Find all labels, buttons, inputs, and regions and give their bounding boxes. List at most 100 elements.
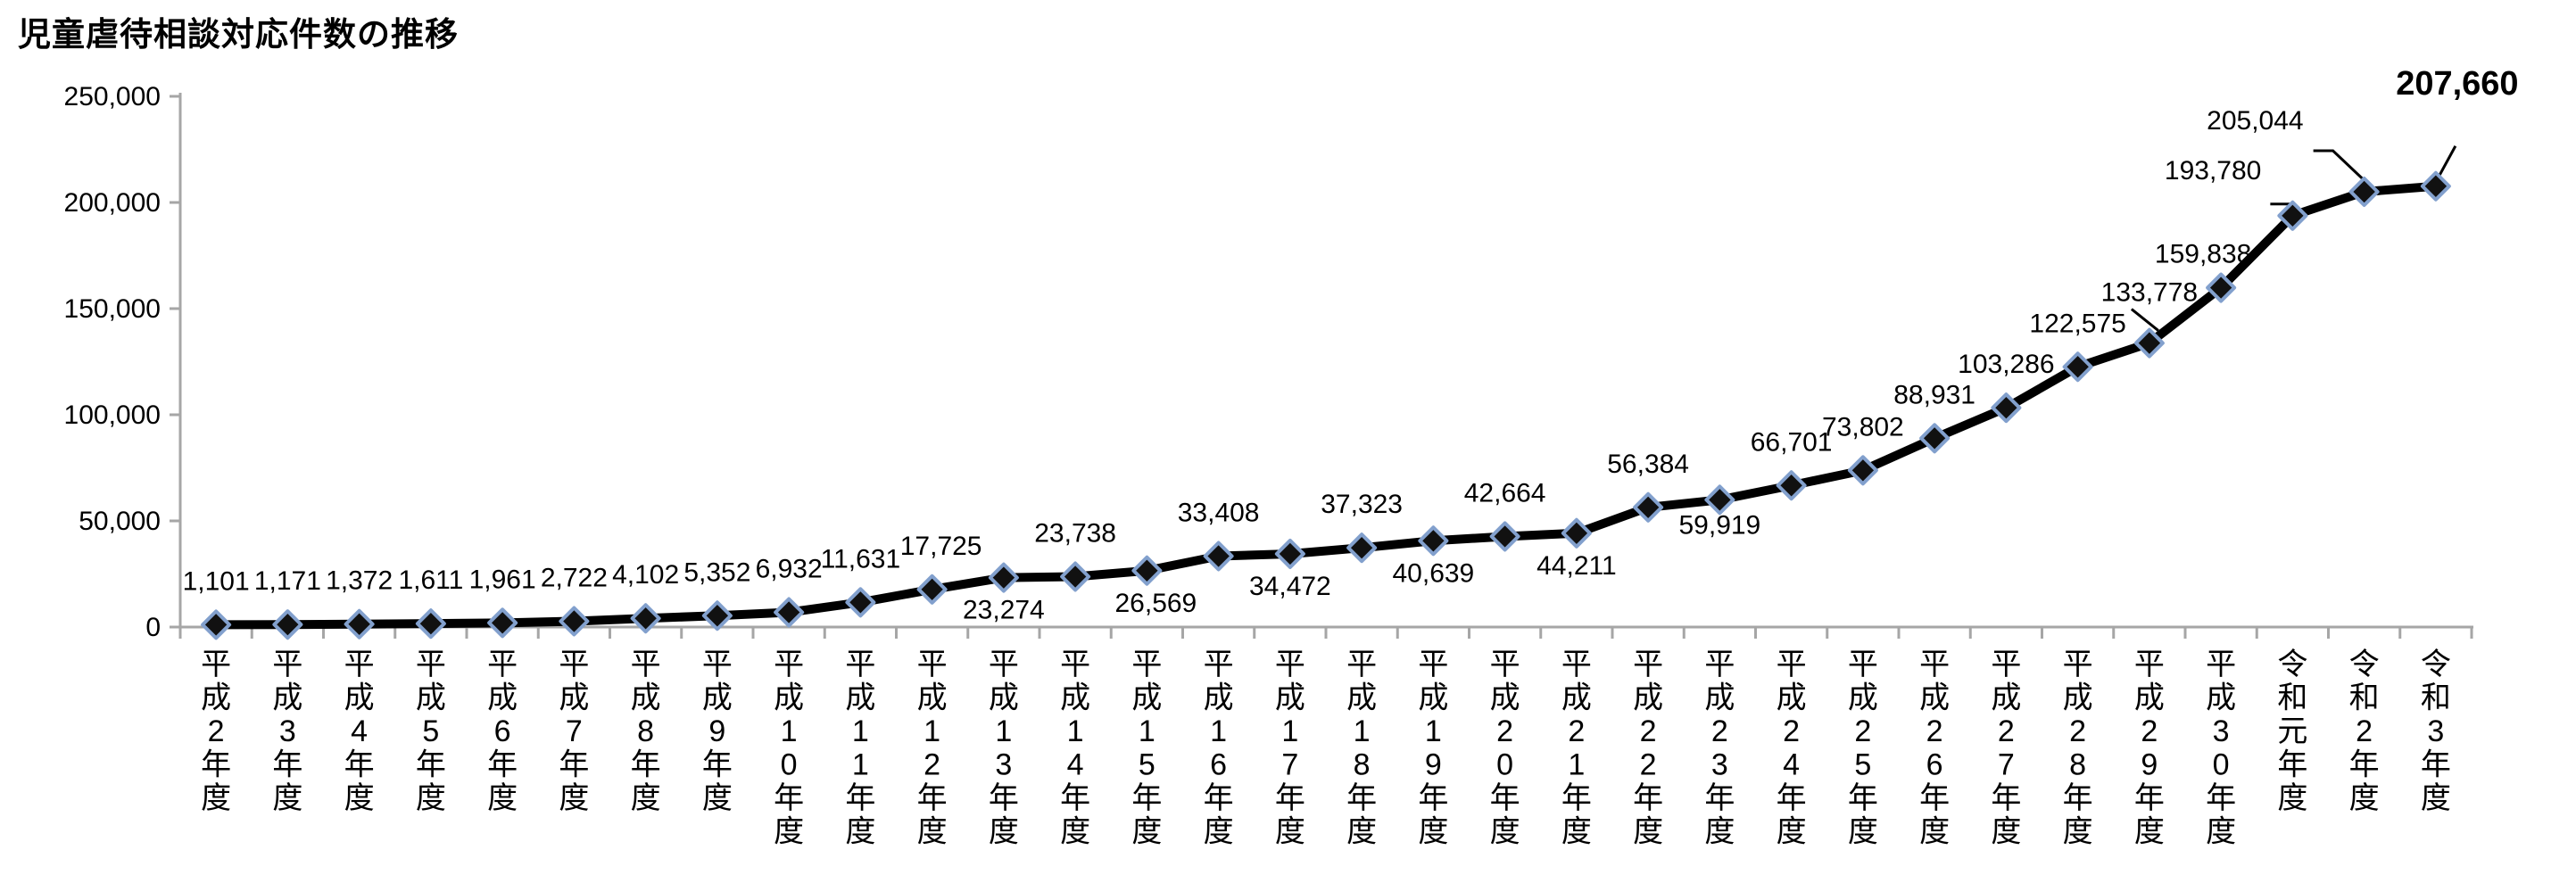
x-axis-category-label: 平成 2 3 年度 — [1704, 648, 1735, 849]
data-point-marker — [630, 603, 661, 634]
data-point-marker — [1561, 517, 1592, 549]
x-axis-category-label: 平成 1 1 年度 — [845, 648, 875, 849]
data-point-marker — [774, 597, 805, 628]
data-point-marker — [1274, 538, 1305, 569]
data-point-marker — [1203, 541, 1234, 572]
data-label: 1,961 — [469, 565, 536, 594]
x-axis-category-label: 平成 1 7 年度 — [1275, 648, 1305, 849]
data-point-marker — [1489, 521, 1520, 552]
data-point-marker — [201, 609, 232, 640]
data-label: 23,738 — [1034, 519, 1116, 549]
x-axis-category-label: 平成 5 年度 — [416, 648, 446, 815]
data-label: 1,171 — [254, 566, 321, 596]
x-axis-category-label: 平成 3 年度 — [272, 648, 302, 815]
data-label: 122,575 — [2029, 309, 2125, 338]
x-axis-category-label: 令和元年度 — [2277, 648, 2307, 815]
x-axis-category-label: 平成 2 4 年度 — [1777, 648, 1807, 849]
data-label-leader-line — [2130, 308, 2159, 332]
y-axis-tick-label: 100,000 — [64, 400, 161, 430]
data-point-marker — [1991, 392, 2022, 424]
data-point-marker — [1776, 470, 1807, 501]
x-axis-category-label: 平成 2 2 年度 — [1633, 648, 1663, 849]
x-axis-category-label: 平成 2 6 年度 — [1919, 648, 1950, 849]
x-axis-category-label: 平成 4 年度 — [344, 648, 375, 815]
data-point-marker — [344, 608, 375, 640]
data-label: 11,631 — [821, 544, 901, 574]
data-point-marker — [1633, 491, 1664, 523]
series-line — [211, 181, 2440, 630]
data-label: 26,569 — [1114, 589, 1197, 618]
data-label: 40,639 — [1392, 558, 1474, 588]
x-axis-category-label: 平成 1 3 年度 — [989, 648, 1019, 849]
data-point-marker — [272, 609, 303, 640]
data-point-marker — [1131, 555, 1163, 586]
data-label: 42,664 — [1464, 478, 1546, 508]
x-axis-category-label: 平成 9 年度 — [702, 648, 733, 815]
data-label: 2,722 — [541, 564, 608, 593]
x-axis-category-label: 平成 2 年度 — [201, 648, 231, 815]
data-label-final-emphasized: 207,660 — [2396, 65, 2518, 103]
data-point-marker — [845, 587, 876, 618]
x-axis-category-label: 平成 1 5 年度 — [1131, 648, 1162, 849]
x-axis-category-label: 平成 1 9 年度 — [1418, 648, 1448, 849]
data-label: 4,102 — [612, 560, 679, 590]
data-label-leader-line — [2438, 145, 2457, 177]
x-axis-category-label: 平成 8 年度 — [631, 648, 661, 815]
data-point-marker — [1704, 484, 1735, 516]
data-point-marker — [1919, 423, 1951, 454]
data-label: 37,323 — [1321, 490, 1403, 519]
data-label: 34,472 — [1249, 572, 1331, 601]
y-axis-tick-label: 50,000 — [79, 507, 161, 536]
data-label: 23,274 — [963, 596, 1045, 625]
data-point-marker — [487, 607, 518, 639]
data-label: 17,725 — [900, 532, 982, 561]
data-point-marker — [2133, 327, 2165, 359]
data-label: 88,931 — [1893, 380, 1975, 409]
x-axis-category-label: 平成 3 0 年度 — [2206, 648, 2236, 849]
data-label: 205,044 — [2207, 106, 2303, 136]
x-axis-category-label: 平成 2 1 年度 — [1561, 648, 1592, 849]
y-axis-tick-label: 0 — [145, 613, 161, 642]
data-point-marker — [2348, 176, 2380, 207]
data-label: 1,372 — [326, 566, 393, 596]
data-point-marker — [2420, 170, 2451, 202]
chart-title: 児童虐待相談対応件数の推移 — [18, 16, 459, 53]
data-point-marker — [2277, 200, 2308, 231]
y-axis-tick-label: 250,000 — [64, 82, 161, 111]
x-axis-category-label: 平成 2 9 年度 — [2134, 648, 2165, 849]
data-point-marker — [2206, 272, 2237, 303]
data-point-marker — [1346, 532, 1378, 564]
x-axis-category-label: 平成 1 0 年度 — [774, 648, 804, 849]
data-label: 73,802 — [1822, 412, 1904, 442]
x-axis-category-label: 平成 2 8 年度 — [2063, 648, 2093, 849]
data-label: 33,408 — [1178, 498, 1260, 527]
data-point-marker — [988, 562, 1019, 593]
data-point-marker — [1418, 525, 1449, 557]
data-label: 66,701 — [1751, 427, 1833, 457]
data-label: 133,778 — [2101, 278, 2198, 308]
data-point-marker — [559, 606, 590, 637]
data-point-marker — [916, 574, 948, 605]
x-axis-category-label: 令和 2 年度 — [2349, 648, 2380, 815]
x-axis-category-label: 平成 2 7 年度 — [1991, 648, 2021, 849]
data-label: 1,611 — [398, 565, 463, 595]
data-point-marker — [2062, 351, 2093, 383]
data-label: 159,838 — [2155, 240, 2251, 269]
x-axis-category-label: 平成 2 5 年度 — [1848, 648, 1878, 849]
data-label: 6,932 — [756, 555, 823, 584]
data-label-leader-line — [2313, 149, 2368, 185]
data-label: 1,101 — [183, 566, 250, 596]
x-axis-category-label: 令和 3 年度 — [2421, 648, 2451, 815]
data-point-marker — [1060, 561, 1091, 592]
data-label: 5,352 — [683, 557, 750, 587]
x-axis-category-label: 平成 1 6 年度 — [1204, 648, 1234, 849]
y-axis-tick-label: 200,000 — [64, 188, 161, 218]
x-axis-category-label: 平成 6 年度 — [487, 648, 518, 815]
x-axis-category-label: 平成 2 0 年度 — [1490, 648, 1520, 849]
data-point-marker — [415, 608, 446, 640]
data-label: 44,211 — [1536, 551, 1617, 581]
x-axis-category-label: 平成 1 2 年度 — [917, 648, 948, 849]
y-axis-tick-label: 150,000 — [64, 294, 161, 324]
